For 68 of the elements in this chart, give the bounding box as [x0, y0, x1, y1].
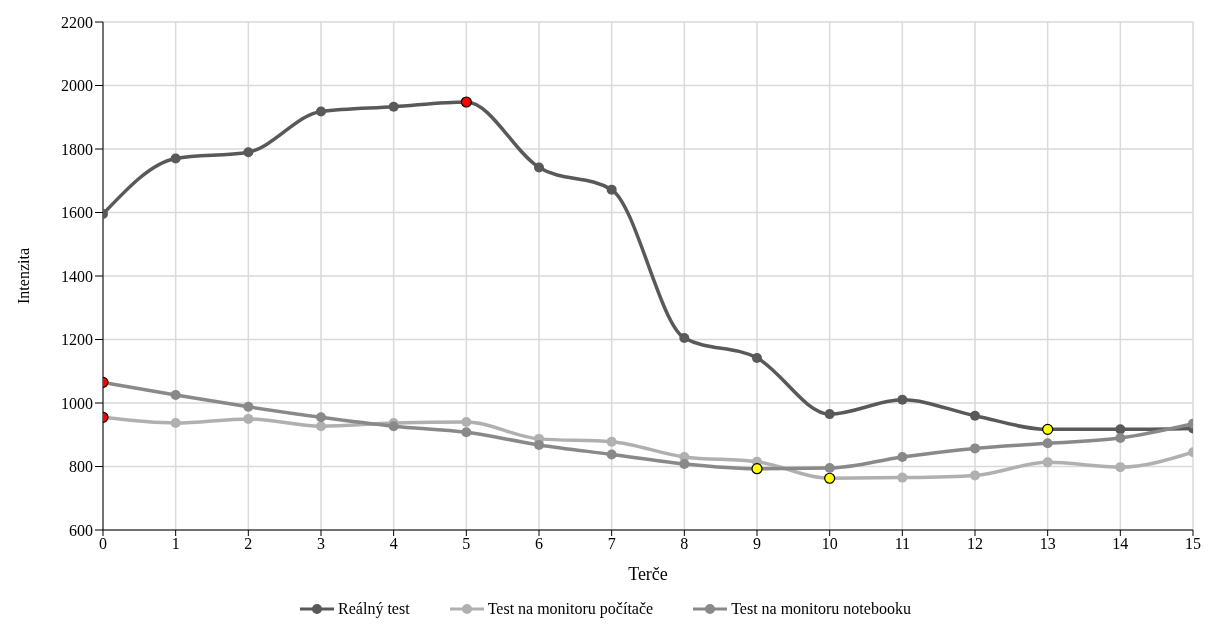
- point: [461, 417, 472, 428]
- point: [170, 390, 181, 401]
- x-tick-label: 11: [894, 535, 911, 553]
- point: [970, 443, 980, 454]
- point: [897, 451, 908, 462]
- x-tick-label: 0: [99, 535, 107, 553]
- point: [679, 458, 690, 469]
- point: [751, 463, 763, 475]
- y-axis-title: Intenzita: [14, 248, 32, 304]
- point: [1042, 423, 1054, 435]
- point: [316, 106, 326, 117]
- point: [388, 101, 399, 112]
- legend-label: Test na monitoru počítače: [486, 600, 654, 618]
- point: [1042, 457, 1053, 468]
- y-tick-label: 1400: [61, 267, 93, 285]
- point: [243, 147, 254, 158]
- point: [606, 436, 617, 447]
- point: [388, 421, 399, 432]
- y-tick-label: 800: [69, 458, 93, 476]
- point: [970, 470, 980, 481]
- point: [243, 413, 254, 424]
- point: [606, 449, 617, 460]
- point: [1115, 424, 1126, 435]
- point: [461, 427, 472, 438]
- x-tick-label: 13: [1039, 535, 1056, 553]
- x-tick-label: 5: [462, 535, 471, 553]
- y-tick-label: 2200: [61, 13, 93, 31]
- point: [534, 439, 544, 450]
- legend-label: Reálný test: [337, 600, 410, 618]
- y-tick-label: 2000: [61, 77, 93, 95]
- point: [316, 421, 326, 432]
- legend-label: Test na monitoru notebooku: [730, 600, 911, 618]
- x-tick-label: 7: [607, 535, 616, 553]
- point: [970, 410, 980, 421]
- point: [752, 352, 762, 363]
- point: [824, 409, 835, 420]
- y-tick-label: 600: [69, 521, 93, 539]
- point: [534, 162, 544, 173]
- point: [897, 472, 908, 483]
- point: [170, 153, 181, 164]
- x-tick-label: 6: [535, 535, 543, 553]
- x-tick-label: 2: [244, 535, 253, 553]
- x-tick-label: 15: [1185, 535, 1201, 553]
- y-tick-label: 1800: [61, 140, 93, 158]
- x-tick-label: 4: [389, 535, 398, 553]
- x-axis-title: Terče: [628, 564, 668, 584]
- x-tick-label: 9: [753, 535, 761, 553]
- point: [679, 332, 690, 343]
- point: [170, 418, 181, 428]
- x-tick-label: 10: [821, 535, 838, 553]
- y-tick-label: 1600: [61, 204, 93, 222]
- point: [606, 184, 617, 195]
- point: [1115, 462, 1126, 473]
- point: [897, 394, 908, 405]
- point: [316, 412, 326, 423]
- point: [824, 463, 835, 474]
- x-tick-label: 14: [1112, 535, 1129, 553]
- x-tick-label: 12: [967, 535, 983, 553]
- point: [1115, 432, 1126, 443]
- x-tick-label: 1: [171, 535, 180, 553]
- point: [460, 96, 472, 108]
- point: [243, 401, 254, 412]
- point: [824, 472, 836, 484]
- y-tick-label: 1200: [61, 331, 93, 349]
- x-tick-label: 3: [317, 535, 325, 553]
- point: [1042, 438, 1053, 449]
- x-tick-label: 8: [680, 535, 689, 553]
- y-tick-label: 1000: [61, 394, 93, 412]
